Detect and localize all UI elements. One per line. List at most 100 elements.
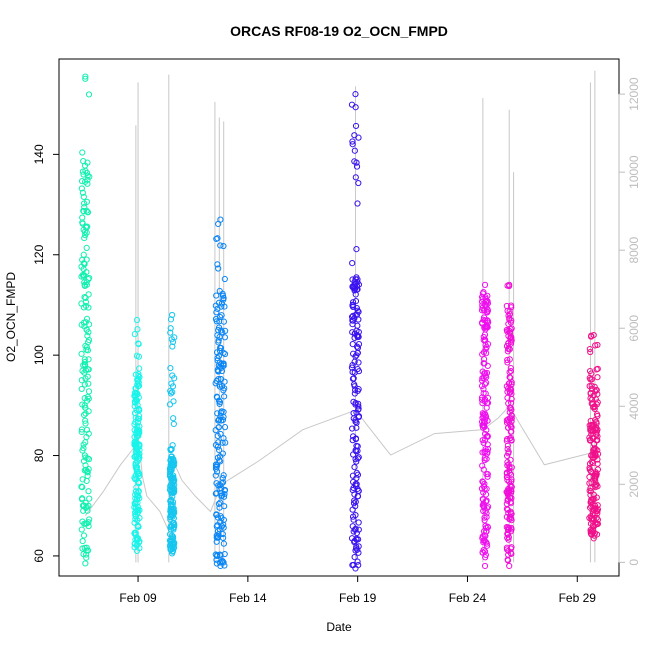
data-point — [216, 287, 223, 295]
data-point — [355, 368, 363, 375]
data-point — [594, 391, 601, 398]
data-point — [349, 561, 356, 569]
data-point — [352, 174, 359, 181]
data-point — [221, 424, 229, 431]
data-point — [216, 447, 223, 454]
data-point — [85, 276, 92, 283]
data-point — [353, 529, 360, 537]
altitude-line — [482, 405, 510, 431]
data-point — [219, 530, 226, 538]
data-point — [480, 528, 488, 535]
data-point — [83, 344, 90, 351]
data-point — [215, 339, 222, 346]
x-tick-label: Feb 14 — [229, 591, 267, 605]
data-point — [78, 185, 85, 192]
data-point — [79, 271, 87, 279]
y-axis: 60 80 100 120 140 — [32, 144, 60, 563]
data-point — [349, 362, 356, 369]
right-y-tick-label: 12000 — [627, 77, 641, 111]
data-point — [83, 315, 91, 322]
data-point — [507, 528, 515, 535]
data-point — [592, 342, 599, 349]
data-point — [353, 536, 360, 543]
data-point — [134, 523, 141, 530]
data-point — [81, 281, 88, 288]
data-point — [503, 523, 510, 531]
data-point — [86, 516, 93, 523]
data-point — [217, 562, 224, 570]
data-point — [506, 356, 513, 363]
data-point — [81, 381, 88, 388]
data-point — [83, 244, 90, 251]
data-point — [79, 401, 86, 408]
data-point — [80, 532, 88, 539]
data-point — [171, 334, 178, 341]
data-point — [78, 300, 85, 307]
data-point — [82, 420, 89, 427]
data-point — [79, 214, 86, 221]
data-point — [352, 387, 359, 394]
x-tick-label: Feb 09 — [119, 591, 157, 605]
data-point — [215, 265, 222, 272]
data-point — [134, 541, 141, 548]
data-point — [484, 317, 491, 324]
right-y-tick-label: 4000 — [627, 393, 641, 420]
data-point — [504, 442, 511, 449]
data-point — [85, 388, 93, 395]
data-point — [167, 505, 175, 512]
data-point — [167, 329, 174, 336]
data-point — [586, 345, 593, 353]
data-point — [220, 524, 227, 531]
data-point — [480, 439, 487, 447]
data-point — [349, 317, 356, 324]
data-point — [135, 523, 142, 530]
data-point — [484, 394, 492, 402]
data-point — [586, 473, 593, 481]
data-point — [480, 500, 487, 507]
x-tick-label: Feb 29 — [559, 591, 597, 605]
data-point — [131, 519, 138, 526]
data-point — [481, 562, 489, 570]
data-point — [504, 476, 511, 484]
data-point — [216, 457, 223, 464]
data-point — [168, 467, 175, 474]
data-point — [84, 172, 91, 179]
data-point — [354, 333, 361, 341]
data-point — [351, 497, 358, 504]
data-point — [168, 453, 175, 460]
data-point — [167, 546, 174, 553]
data-point — [505, 380, 512, 387]
data-point — [507, 486, 515, 493]
data-point — [507, 364, 514, 372]
data-point — [351, 390, 358, 397]
data-point — [349, 340, 356, 348]
data-point — [134, 445, 141, 453]
x-axis: Feb 09 Feb 14 Feb 19 Feb 24 Feb 29 — [119, 575, 597, 605]
data-point — [213, 292, 220, 299]
data-point — [82, 367, 90, 374]
data-point — [353, 424, 360, 431]
data-point — [503, 513, 510, 521]
data-point — [504, 446, 511, 453]
data-point — [85, 304, 92, 311]
data-point — [589, 454, 597, 462]
data-point — [594, 450, 602, 458]
data-point — [481, 301, 488, 308]
data-point — [133, 535, 141, 542]
data-point — [85, 356, 92, 363]
data-point — [170, 475, 177, 482]
data-point — [132, 515, 139, 523]
data-point — [480, 479, 487, 486]
data-point — [506, 281, 513, 288]
data-point — [134, 419, 141, 426]
data-point — [81, 279, 88, 286]
right-y-tick-label: 0 — [627, 559, 641, 566]
data-point — [84, 507, 91, 514]
data-point — [135, 480, 143, 487]
data-point — [79, 149, 86, 156]
altitude-line — [508, 406, 591, 466]
data-point — [591, 441, 598, 448]
data-point — [166, 401, 174, 408]
data-point — [504, 394, 511, 401]
data-point — [80, 362, 87, 369]
